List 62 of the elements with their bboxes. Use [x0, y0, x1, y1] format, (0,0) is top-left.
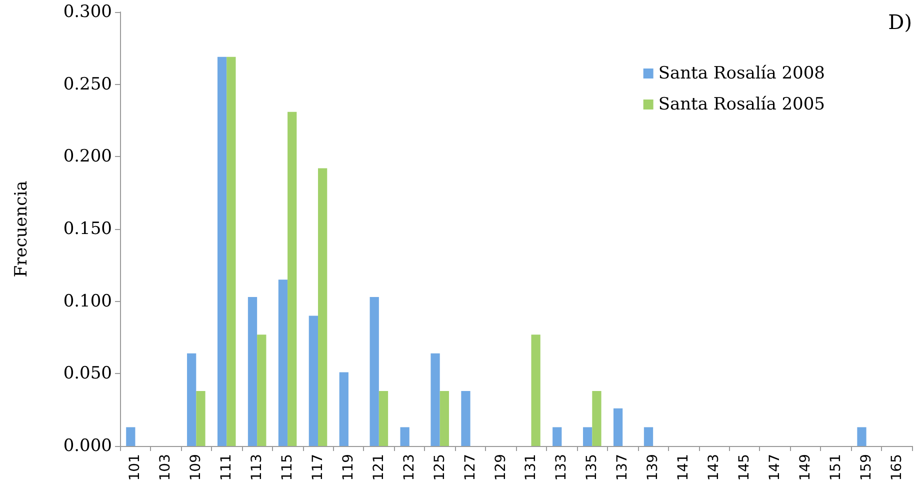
legend-label: Santa Rosalía 2005: [658, 94, 825, 114]
x-tick-label: 141: [676, 454, 692, 481]
y-tick-label: 0.100: [63, 291, 112, 312]
x-tick-label: 113: [249, 454, 266, 481]
x-tick-label: 119: [340, 454, 356, 481]
y-axis-title: Frecuencia: [12, 180, 32, 278]
bar: [592, 391, 602, 446]
x-tick-label: 103: [158, 454, 174, 481]
bar: [308, 316, 318, 446]
bar: [552, 427, 562, 446]
bar: [126, 427, 136, 446]
bar: [339, 372, 348, 446]
bar: [583, 427, 592, 446]
bar: [857, 427, 866, 446]
x-tick-label: 165: [888, 454, 905, 481]
bar: [370, 296, 379, 446]
x-tick-label: 111: [218, 454, 235, 481]
x-tick-label: 129: [492, 454, 509, 481]
x-tick-label: 109: [188, 454, 204, 481]
x-tick-label: 145: [736, 454, 752, 481]
bar: [613, 408, 623, 446]
x-tick-label: 127: [462, 454, 478, 481]
bar: [278, 280, 288, 446]
x-tick-label: 121: [370, 454, 387, 481]
bar: [318, 168, 328, 446]
bar: [248, 296, 258, 446]
bar: [226, 56, 236, 446]
bar: [531, 334, 540, 446]
x-tick-label: 149: [797, 454, 814, 481]
bar: [196, 391, 206, 446]
x-tick-label: 135: [584, 454, 600, 481]
x-tick-label: 125: [432, 454, 448, 481]
x-tick-label: 151: [828, 454, 844, 481]
x-tick-label: 143: [706, 454, 722, 481]
bar: [257, 334, 266, 446]
x-tick-label: 101: [127, 454, 144, 481]
x-tick-label: 139: [645, 454, 662, 481]
x-tick-label: 117: [310, 454, 326, 481]
bar: [440, 391, 449, 446]
bar: [400, 427, 410, 446]
y-tick-label: 0.250: [63, 74, 112, 94]
bar: [430, 353, 440, 446]
legend-label: Santa Rosalía 2008: [658, 64, 825, 84]
bar: [288, 112, 297, 446]
bar: [644, 427, 654, 446]
x-tick-label: 133: [554, 454, 570, 481]
x-tick-label: 137: [614, 454, 631, 481]
x-tick-label: 123: [401, 454, 418, 481]
y-tick-label: 0.150: [63, 219, 112, 239]
x-tick-label: 147: [766, 454, 783, 481]
x-tick-label: 131: [523, 454, 540, 481]
bar: [461, 391, 470, 446]
bar: [187, 353, 196, 446]
x-tick-label: 115: [280, 454, 296, 481]
bar: [217, 56, 227, 446]
y-tick-label: 0.000: [63, 436, 112, 456]
annotation: D): [888, 10, 912, 34]
y-tick-label: 0.300: [63, 2, 112, 22]
y-tick-label: 0.200: [63, 146, 112, 167]
x-tick-label: 159: [858, 454, 874, 481]
y-tick-label: 0.050: [63, 364, 112, 384]
bar: [378, 391, 388, 446]
